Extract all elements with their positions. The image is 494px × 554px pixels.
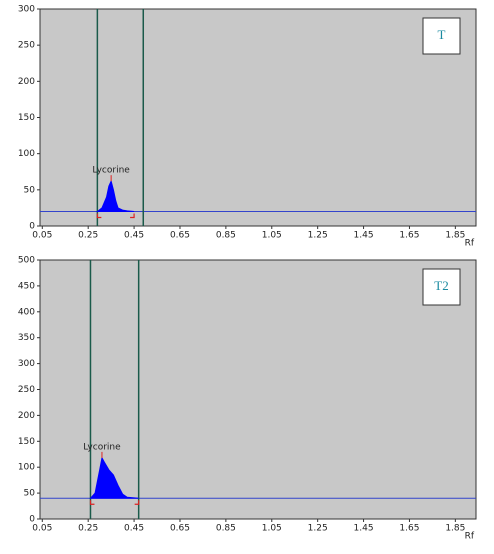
x-tick-label: 1.45 (354, 524, 374, 534)
y-tick-label: 100 (18, 463, 35, 473)
peak-label: Lycorine (92, 166, 130, 176)
x-tick-label: 1.65 (399, 524, 419, 534)
label-box (422, 17, 461, 55)
y-tick-label: 50 (24, 489, 36, 499)
x-tick-label: 0.85 (216, 524, 236, 534)
y-tick-label: 450 (18, 281, 35, 291)
sample-label: T2 (434, 278, 448, 293)
peak-label: Lycorine (83, 442, 121, 452)
x-tick-label: 1.25 (308, 231, 328, 241)
y-tick-label: 100 (18, 149, 35, 159)
x-axis-label: Rf (465, 239, 475, 249)
x-tick-label: 1.85 (445, 524, 465, 534)
x-tick-label: 0.05 (32, 524, 52, 534)
plot-area (39, 8, 477, 227)
x-tick-label: 0.65 (170, 524, 190, 534)
x-tick-label: 1.05 (262, 524, 282, 534)
sample-label: T (438, 27, 446, 42)
y-tick-label: 350 (18, 333, 35, 343)
integration-bracket (96, 213, 135, 219)
y-tick-label: 300 (18, 359, 35, 369)
x-tick-label: 1.05 (262, 231, 282, 241)
x-tick-label: 0.05 (32, 231, 52, 241)
y-tick-label: 200 (18, 77, 35, 87)
label-box (422, 268, 461, 306)
x-tick-label: 1.25 (308, 524, 328, 534)
x-tick-label: 0.85 (216, 231, 236, 241)
sample-label-box: T (422, 17, 461, 55)
y-tick-label: 150 (18, 113, 35, 123)
y-tick-label: 200 (18, 411, 35, 421)
y-tick-label: 250 (18, 385, 35, 395)
y-tick-label: 0 (29, 515, 35, 525)
y-tick-label: 250 (18, 41, 35, 51)
x-tick-label: 0.25 (78, 231, 98, 241)
sample-label-box: T2 (422, 268, 461, 306)
chart-panel: 0 50 100 150 200 250 300 0.05 0.25 0.45 0.65 0.85 1.… (18, 5, 477, 249)
chart-panel: 0 50 100 150 200 250 300 350 400 450 500 0.05 0.25 0.… (18, 256, 477, 542)
y-tick-label: 0 (29, 222, 35, 232)
y-tick-label: 400 (18, 307, 35, 317)
x-tick-label: 1.65 (399, 231, 419, 241)
y-tick-label: 150 (18, 437, 35, 447)
x-tick-label: 0.65 (170, 231, 190, 241)
y-tick-label: 50 (24, 185, 36, 195)
x-tick-label: 1.45 (354, 231, 374, 241)
x-tick-label: 0.25 (78, 524, 98, 534)
integration-bracket (89, 500, 140, 505)
x-tick-label: 1.85 (445, 231, 465, 241)
peak-area (95, 179, 135, 213)
y-tick-label: 500 (18, 256, 35, 266)
x-axis-label: Rf (465, 532, 475, 542)
x-tick-label: 0.45 (124, 231, 144, 241)
peak-area (89, 456, 139, 499)
y-tick-label: 300 (18, 5, 35, 15)
x-tick-label: 0.45 (124, 524, 144, 534)
